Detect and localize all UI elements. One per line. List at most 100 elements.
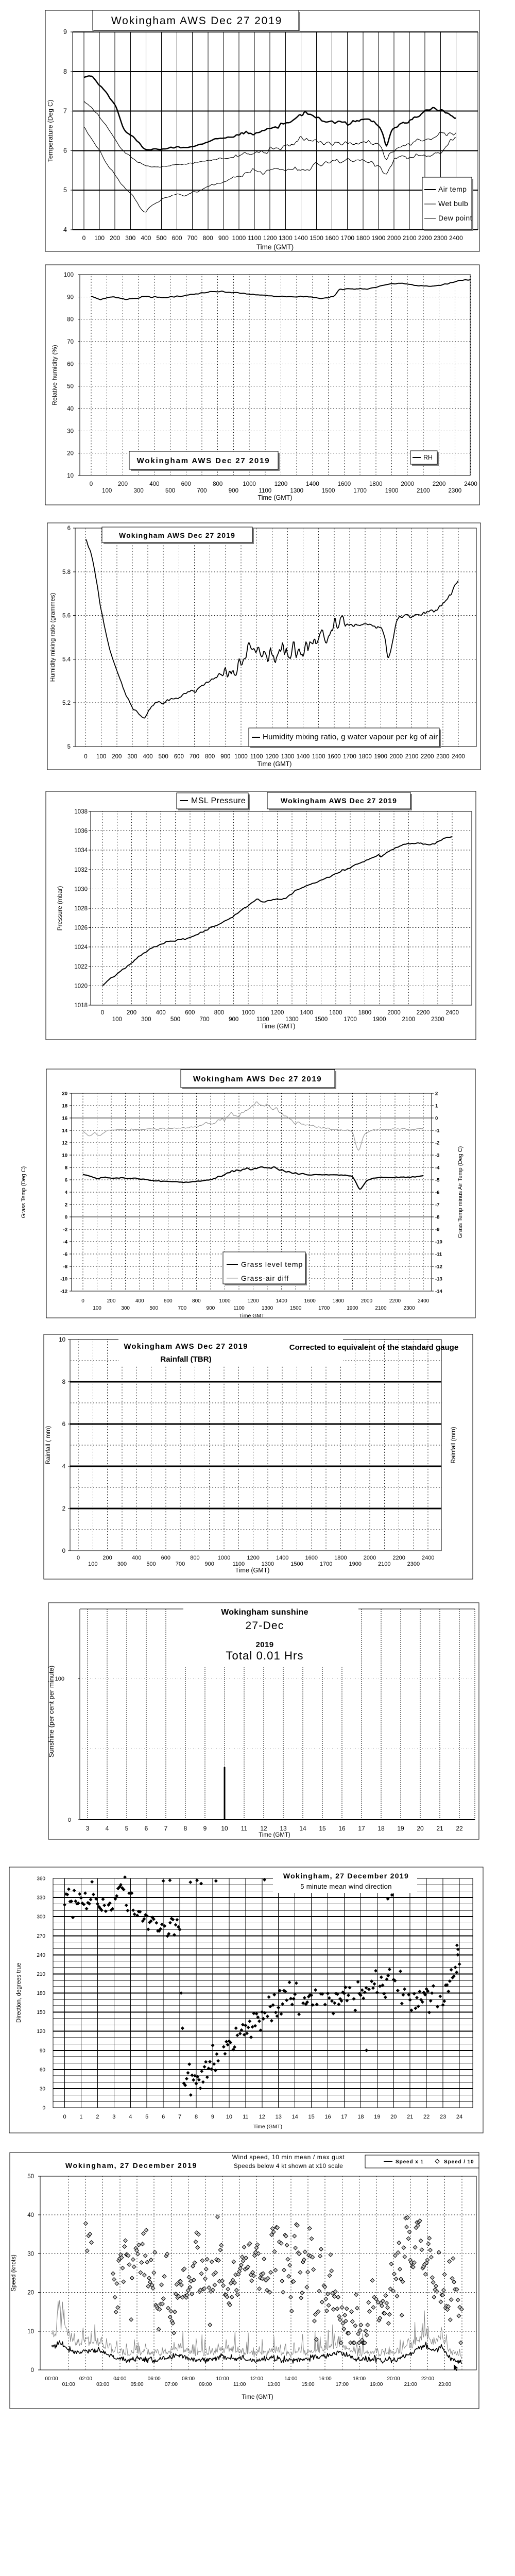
- svg-text:900: 900: [229, 1016, 238, 1023]
- svg-text:4: 4: [65, 1190, 68, 1196]
- svg-text:Total 0.01 Hrs: Total 0.01 Hrs: [226, 1649, 303, 1662]
- svg-text:13: 13: [276, 2114, 282, 2120]
- svg-text:1400: 1400: [276, 1555, 288, 1561]
- svg-text:0: 0: [42, 2106, 45, 2111]
- svg-text:2200: 2200: [389, 1298, 401, 1304]
- svg-text:22: 22: [423, 2114, 430, 2120]
- svg-text:2100: 2100: [375, 1306, 387, 1311]
- svg-text:30: 30: [40, 2086, 46, 2092]
- svg-text:Time (GMT): Time (GMT): [258, 760, 292, 768]
- svg-text:Time (GMT): Time (GMT): [261, 1023, 296, 1030]
- svg-text:1036: 1036: [74, 828, 88, 835]
- svg-text:900: 900: [220, 754, 230, 760]
- svg-text:17: 17: [341, 2114, 347, 2120]
- svg-text:Sunshine (per cent per minute): Sunshine (per cent per minute): [47, 1666, 55, 1757]
- svg-text:1500: 1500: [312, 754, 325, 760]
- svg-text:9: 9: [63, 28, 67, 36]
- svg-text:800: 800: [214, 1010, 224, 1016]
- svg-text:0: 0: [84, 754, 87, 760]
- svg-text:Time (GMT): Time (GMT): [235, 1567, 270, 1574]
- svg-text:1400: 1400: [276, 1298, 288, 1304]
- svg-text:Dew point: Dew point: [438, 214, 472, 222]
- svg-text:400: 400: [135, 1298, 144, 1304]
- svg-text:1100: 1100: [232, 1561, 245, 1567]
- svg-text:1600: 1600: [325, 234, 339, 242]
- svg-text:2100: 2100: [402, 1016, 416, 1023]
- svg-text:2400: 2400: [452, 754, 465, 760]
- svg-text:15:00: 15:00: [301, 2382, 314, 2387]
- svg-text:200: 200: [102, 1555, 112, 1561]
- svg-text:04:00: 04:00: [113, 2376, 126, 2382]
- svg-text:1300: 1300: [262, 1561, 274, 1567]
- svg-text:40: 40: [27, 2212, 34, 2218]
- svg-text:14: 14: [299, 1825, 306, 1832]
- svg-text:0: 0: [101, 1010, 104, 1016]
- svg-text:0: 0: [435, 1116, 438, 1122]
- svg-text:300: 300: [134, 488, 144, 494]
- svg-text:4: 4: [129, 2114, 132, 2120]
- svg-text:0: 0: [90, 481, 93, 487]
- svg-text:2400: 2400: [464, 481, 477, 487]
- svg-text:Temperature (Deg C): Temperature (Deg C): [47, 99, 54, 162]
- svg-text:20: 20: [62, 1091, 67, 1097]
- svg-text:18: 18: [377, 1825, 385, 1832]
- svg-text:Time (GMT): Time (GMT): [242, 2394, 273, 2400]
- svg-text:0: 0: [82, 234, 86, 242]
- svg-text:2400: 2400: [445, 1010, 459, 1016]
- svg-text:2000: 2000: [361, 1298, 373, 1304]
- svg-text:2300: 2300: [449, 488, 462, 494]
- svg-text:100: 100: [93, 1306, 101, 1311]
- svg-text:RH: RH: [423, 454, 433, 461]
- svg-text:Humidity mixing ratio, g water: Humidity mixing ratio, g water vapour pe…: [263, 733, 438, 741]
- svg-text:400: 400: [132, 1555, 141, 1561]
- svg-text:900: 900: [218, 234, 229, 242]
- svg-text:7: 7: [63, 108, 67, 115]
- svg-text:700: 700: [178, 1306, 186, 1311]
- svg-text:900: 900: [205, 1561, 214, 1567]
- svg-text:2200: 2200: [421, 754, 434, 760]
- svg-text:11: 11: [243, 2114, 248, 2120]
- svg-text:Relative humidity (%): Relative humidity (%): [51, 345, 58, 405]
- svg-text:Wokingham AWS Dec 27 2019: Wokingham AWS Dec 27 2019: [281, 796, 397, 805]
- svg-text:Wet bulb: Wet bulb: [438, 199, 468, 208]
- svg-text:200: 200: [107, 1298, 116, 1304]
- svg-text:600: 600: [172, 234, 182, 242]
- svg-text:18: 18: [62, 1104, 67, 1109]
- svg-text:90: 90: [40, 2048, 46, 2054]
- svg-text:1000: 1000: [243, 481, 256, 487]
- svg-text:20: 20: [67, 451, 74, 457]
- svg-text:90: 90: [67, 294, 74, 300]
- svg-text:20: 20: [27, 2290, 34, 2296]
- svg-text:3: 3: [86, 1825, 90, 1832]
- svg-text:1200: 1200: [263, 234, 277, 242]
- svg-text:-13: -13: [435, 1277, 442, 1282]
- svg-text:1030: 1030: [74, 886, 88, 892]
- svg-text:10: 10: [59, 1337, 65, 1343]
- svg-text:2200: 2200: [418, 234, 432, 242]
- svg-text:300: 300: [117, 1561, 127, 1567]
- svg-text:-8: -8: [63, 1264, 67, 1270]
- svg-text:1300: 1300: [281, 754, 295, 760]
- svg-text:600: 600: [185, 1010, 195, 1016]
- svg-text:5: 5: [63, 187, 67, 194]
- svg-text:-10: -10: [60, 1277, 67, 1282]
- svg-text:23: 23: [440, 2114, 446, 2120]
- svg-text:1000: 1000: [232, 234, 246, 242]
- svg-text:1200: 1200: [271, 1010, 284, 1016]
- svg-text:18: 18: [357, 2114, 364, 2120]
- svg-text:500: 500: [156, 234, 166, 242]
- svg-text:2400: 2400: [418, 1298, 430, 1304]
- svg-text:16: 16: [324, 2114, 331, 2120]
- svg-text:-2: -2: [435, 1141, 439, 1146]
- svg-text:8: 8: [65, 1165, 67, 1171]
- svg-text:700: 700: [187, 234, 198, 242]
- svg-text:1800: 1800: [333, 1298, 345, 1304]
- svg-text:5: 5: [125, 1825, 129, 1832]
- svg-text:02:00: 02:00: [79, 2376, 92, 2382]
- svg-text:Wokingham AWS Dec 27 2019: Wokingham AWS Dec 27 2019: [111, 15, 282, 27]
- svg-text:22: 22: [456, 1825, 463, 1832]
- svg-text:2200: 2200: [392, 1555, 405, 1561]
- svg-text:9: 9: [203, 1825, 207, 1832]
- svg-text:Time (GMT): Time (GMT): [253, 2124, 282, 2130]
- svg-text:1038: 1038: [74, 809, 88, 815]
